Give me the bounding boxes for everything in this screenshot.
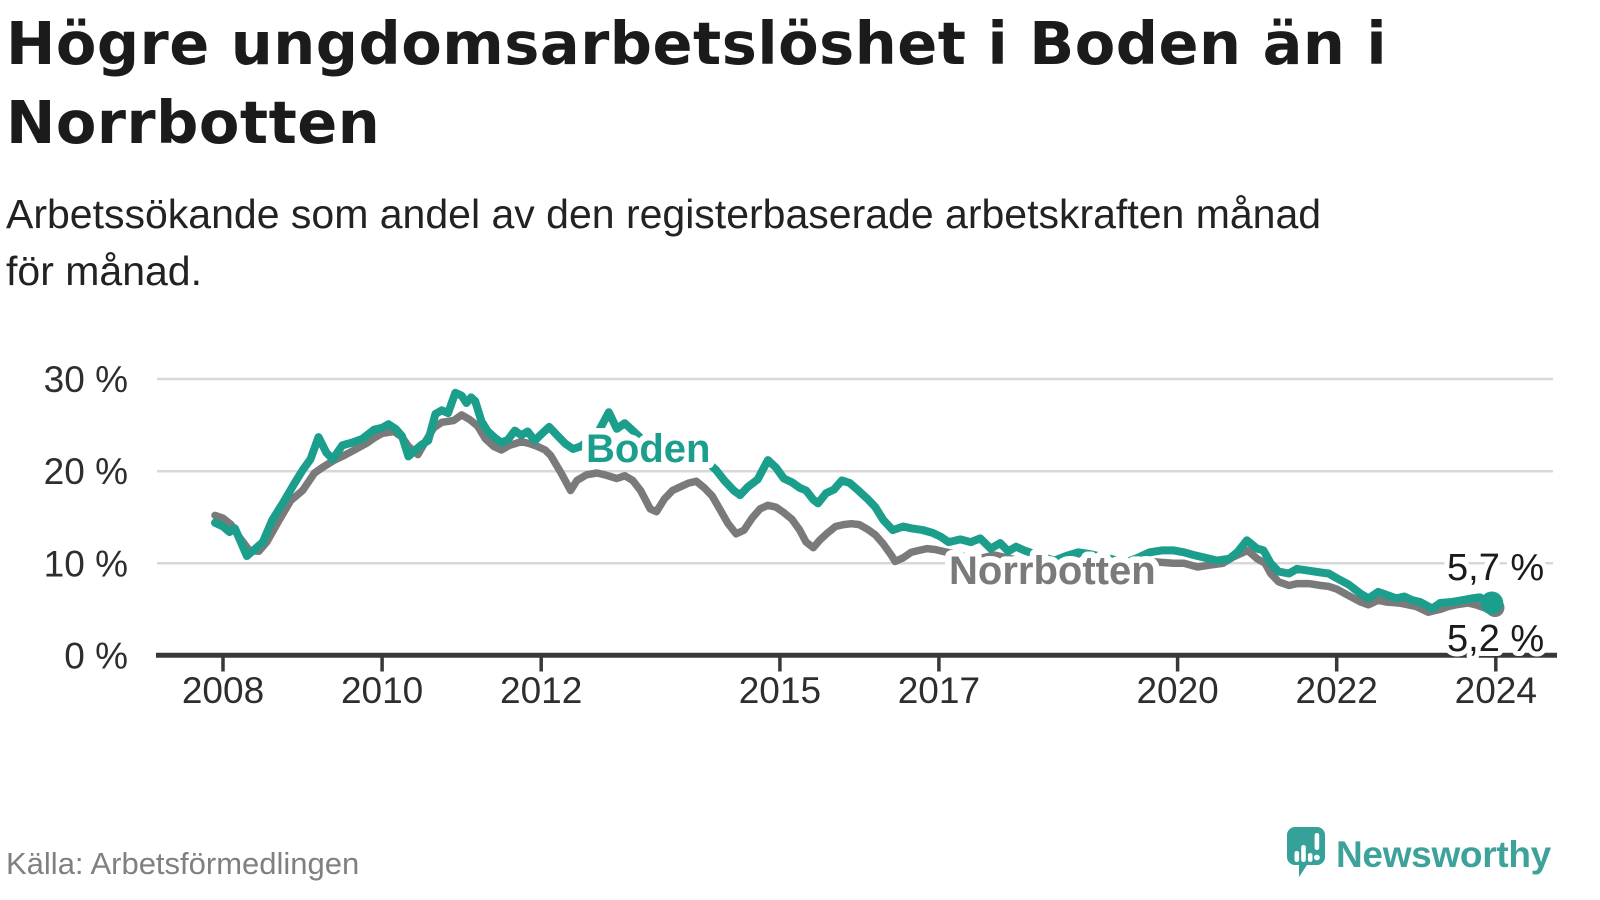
x-axis-tick-label: 2008 [182,670,264,711]
norrbotten-end-value-label: 5,2 % [1447,618,1544,660]
x-axis: 2008 2010 2012 2015 2017 2020 2022 2024 [156,652,1557,711]
x-axis-tick-label: 2012 [500,670,582,711]
data-lines [211,388,1505,618]
chart-subtitle-line-2: för månad. [6,248,202,294]
y-axis-tick-label: 20 % [44,451,128,492]
chart-subtitle: Arbetssökande som andel av den registerb… [6,186,1321,300]
newsworthy-wordmark: Newsworthy [1336,834,1551,875]
chart-subtitle-line-1: Arbetssökande som andel av den registerb… [6,191,1322,237]
newsworthy-logo: Newsworthy [1286,826,1551,884]
y-axis-tick-label: 10 % [44,543,128,584]
x-axis-tick-label: 2015 [739,670,821,711]
x-axis-tick-label: 2017 [898,670,980,711]
page-title-line-2: Norrbotten [6,88,381,157]
boden-end-dot [1480,591,1504,615]
line-chart: 30 % 20 % 10 % 0 % 2008 2010 2012 2015 2017 2020… [44,359,1557,711]
x-axis-tick-label: 2024 [1455,670,1537,711]
boden-end-value-label: 5,7 % [1447,547,1544,589]
y-axis-tick-label: 0 % [64,636,128,677]
y-axis-tick-label: 30 % [44,359,128,400]
source-credit: Källa: Arbetsförmedlingen [6,846,360,881]
x-axis-tick-label: 2010 [341,670,423,711]
norrbotten-line-label: Norrbotten [949,549,1156,593]
gridlines: 30 % 20 % 10 % 0 % [44,359,1553,677]
newsworthy-bubble-chart-icon [1287,827,1325,877]
boden-line [211,388,1496,613]
page-title-line-1: Högre ungdomsarbetslöshet i Boden än i [6,9,1388,78]
x-axis-tick-label: 2022 [1296,670,1378,711]
page-title: Högre ungdomsarbetslöshet i Boden än i N… [6,4,1387,162]
boden-line-label: Boden [586,427,710,471]
x-axis-tick-label: 2020 [1136,670,1218,711]
